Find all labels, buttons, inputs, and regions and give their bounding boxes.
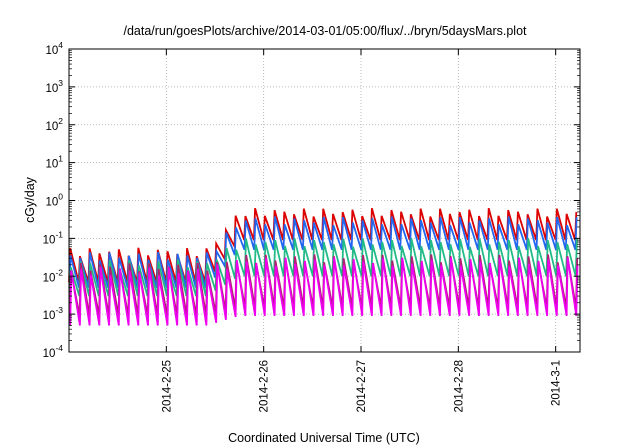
y-tick-label-exponent: 0 [58, 192, 63, 202]
y-tick-label-base: 10 [45, 121, 58, 133]
y-tick-label-base: 10 [45, 197, 58, 209]
y-tick-label-base: 10 [43, 272, 56, 284]
y-tick-label-exponent: 2 [58, 116, 63, 126]
y-tick-label: 104 [45, 40, 63, 57]
y-tick-label-exponent: -4 [55, 343, 63, 353]
y-tick-label: 10-2 [43, 267, 64, 284]
y-tick-label: 10-4 [43, 343, 64, 360]
x-tick-label: 2014-2-27 [356, 360, 368, 412]
y-tick-label-exponent: 4 [58, 40, 63, 50]
x-tick-label: 2014-2-25 [161, 360, 173, 412]
x-axis-label: Coordinated Universal Time (UTC) [228, 431, 420, 445]
y-tick-label-exponent: -1 [55, 229, 63, 239]
y-tick-label-exponent: 1 [58, 154, 63, 164]
chart-title: /data/run/goesPlots/archive/2014-03-01/0… [123, 24, 527, 38]
y-tick-label-base: 10 [45, 45, 58, 57]
series-line-2 [68, 216, 578, 288]
y-tick-label: 10-3 [43, 305, 64, 322]
y-tick-label-base: 10 [43, 348, 56, 360]
y-axis-label: cGy/day [23, 176, 37, 223]
y-tick-label-exponent: -2 [55, 267, 63, 277]
y-tick-label-exponent: -3 [55, 305, 63, 315]
y-tick-label-exponent: 3 [58, 78, 63, 88]
series-line-5 [69, 257, 579, 326]
y-tick-label-base: 10 [45, 159, 58, 171]
series-line-3 [68, 238, 578, 297]
y-tick-label-base: 10 [43, 234, 56, 246]
plot-lines [68, 207, 579, 326]
x-axis: 2014-2-25 2014-2-26 2014-2-27 2014-2-28 2014… [161, 49, 563, 412]
y-tick-label: 101 [45, 154, 63, 171]
y-tick-label-base: 10 [43, 310, 56, 322]
x-tick-label: 2014-2-28 [453, 360, 465, 412]
x-tick-label: 2014-2-26 [259, 360, 271, 412]
y-tick-label: 103 [45, 78, 63, 95]
y-tick-label-base: 10 [45, 83, 58, 95]
y-tick-label: 100 [45, 192, 63, 209]
y-tick-label: 102 [45, 116, 63, 133]
y-tick-label: 10-1 [43, 229, 64, 246]
x-tick-label: 2014-3-1 [551, 360, 563, 406]
